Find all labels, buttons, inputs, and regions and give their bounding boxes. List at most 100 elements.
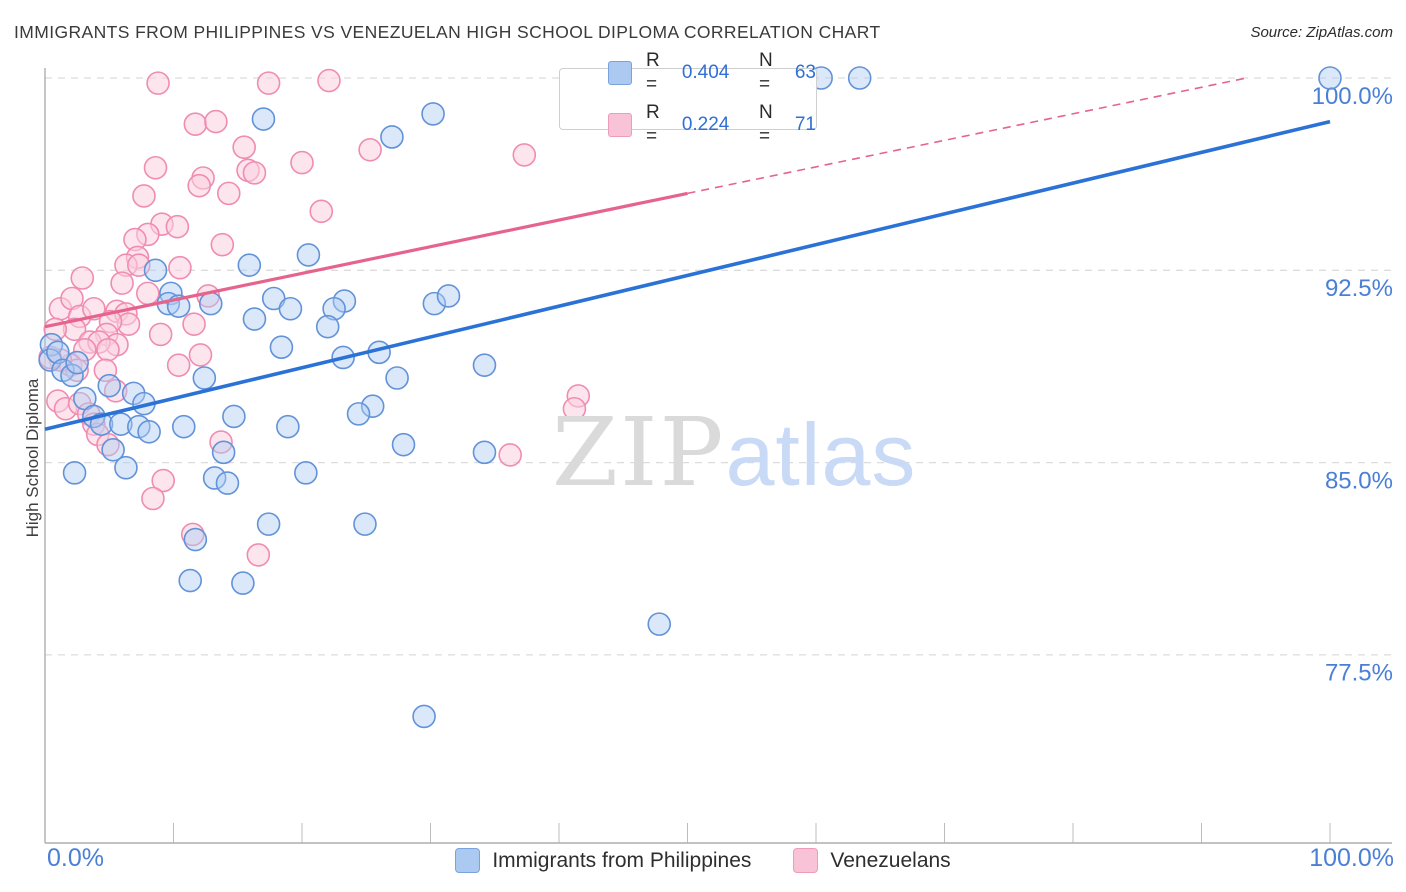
scatter-point [101, 437, 125, 462]
legend-row-venezuelans: R = 0.224 N = 71 [560, 101, 816, 149]
scatter-point [65, 350, 89, 375]
scatter-point [132, 184, 156, 208]
scatter-point [210, 232, 235, 257]
scatter-point [178, 568, 203, 593]
scatter-point [290, 150, 314, 175]
n-label: N = [759, 50, 773, 95]
venezuelans-swatch-icon [608, 113, 632, 137]
scatter-point [246, 543, 271, 567]
scatter-point [198, 291, 223, 316]
legend-item-venezuelans: Venezuelans [793, 848, 951, 873]
scatter-point [183, 112, 208, 136]
y-tick-label: 85.0% [1325, 467, 1393, 494]
scatter-point [380, 125, 404, 149]
scatter-point [211, 440, 236, 465]
scatter-point [647, 612, 672, 636]
scatter-point [109, 412, 133, 436]
n-label: N = [759, 102, 773, 147]
scatter-point [322, 296, 346, 321]
scatter-point [278, 296, 303, 321]
scatter-point [97, 373, 122, 398]
legend-label: Venezuelans [830, 848, 951, 872]
scatter-point [346, 402, 371, 426]
scatter-point [237, 253, 262, 277]
y-tick-label: 77.5% [1325, 660, 1393, 687]
scatter-point [202, 466, 227, 490]
r-label: R = [646, 50, 660, 95]
scatter-point [146, 71, 170, 95]
scatter-point [472, 440, 497, 465]
page-title: IMMIGRANTS FROM PHILIPPINES VS VENEZUELA… [14, 22, 881, 42]
y-tick-label: 92.5% [1325, 275, 1393, 302]
scatter-point [171, 414, 196, 439]
scatter-point [60, 363, 84, 388]
scatter-point [166, 353, 191, 377]
r-label: R = [646, 102, 660, 147]
philippines-swatch-icon [455, 848, 481, 873]
scatter-point [391, 432, 416, 457]
scatter-point [231, 571, 255, 595]
scatter-point [165, 214, 190, 239]
scatter-point [168, 255, 192, 280]
scatter-point [562, 396, 587, 421]
scatter-point [46, 340, 70, 365]
scatter-point [192, 366, 217, 390]
scatter-point [114, 455, 138, 480]
scatter-point [296, 243, 321, 267]
scatter-point [188, 343, 213, 367]
trend-line [44, 191, 688, 329]
y-axis-title: High School Diploma [23, 378, 42, 538]
legend-item-philippines: Immigrants from Philippines [455, 848, 751, 873]
n-value: 63 [794, 62, 816, 83]
scatter-point [70, 266, 95, 290]
r-value: 0.224 [681, 114, 730, 135]
scatter-point [242, 307, 267, 331]
scatter-point [151, 468, 176, 493]
scatter-point [412, 704, 436, 729]
scatter-point [422, 291, 447, 316]
series-legend: Immigrants from Philippines Venezuelans [0, 848, 1406, 873]
scatter-point [187, 173, 211, 198]
scatter-point [73, 337, 97, 362]
legend-label: Immigrants from Philippines [492, 848, 752, 872]
n-value: 71 [794, 114, 816, 135]
scatter-point [96, 337, 120, 362]
scatter-point [232, 135, 256, 160]
x-tick-label: 0.0% [47, 844, 104, 872]
scatter-point [294, 461, 318, 485]
scatter-point [256, 512, 281, 536]
scatter-point [143, 258, 168, 283]
scatter-point [353, 512, 377, 536]
legend-row-philippines: R = 0.404 N = 63 [560, 49, 816, 97]
scatter-point [512, 143, 537, 167]
scatter-point [136, 281, 160, 306]
scatter-point [251, 107, 276, 131]
source-attribution: Source: ZipAtlas.com [1250, 24, 1393, 41]
scatter-point [182, 312, 206, 336]
scatter-point [1318, 66, 1342, 90]
scatter-point [242, 161, 267, 185]
scatter-point [93, 358, 118, 383]
correlation-legend: R = 0.404 N = 63 R = 0.224 N = 71 [559, 50, 817, 147]
scatter-point [256, 71, 281, 95]
scatter-point [847, 66, 872, 90]
scatter-point [204, 109, 228, 134]
philippines-swatch-icon [608, 61, 632, 85]
trend-line [687, 77, 1247, 195]
scatter-point [183, 527, 208, 552]
scatter-point [317, 68, 341, 93]
scatter-point [276, 414, 300, 439]
r-value: 0.404 [681, 62, 730, 83]
scatter-point [498, 443, 522, 467]
scatter-point [358, 137, 382, 162]
scatter-point [216, 181, 241, 206]
scatter-point [315, 314, 340, 339]
scatter-point [222, 404, 246, 429]
scatter-point [143, 155, 168, 180]
scatter-point [141, 486, 165, 511]
scatter-point [148, 322, 173, 347]
scatter-point [110, 271, 134, 295]
scatter-point [421, 102, 445, 126]
